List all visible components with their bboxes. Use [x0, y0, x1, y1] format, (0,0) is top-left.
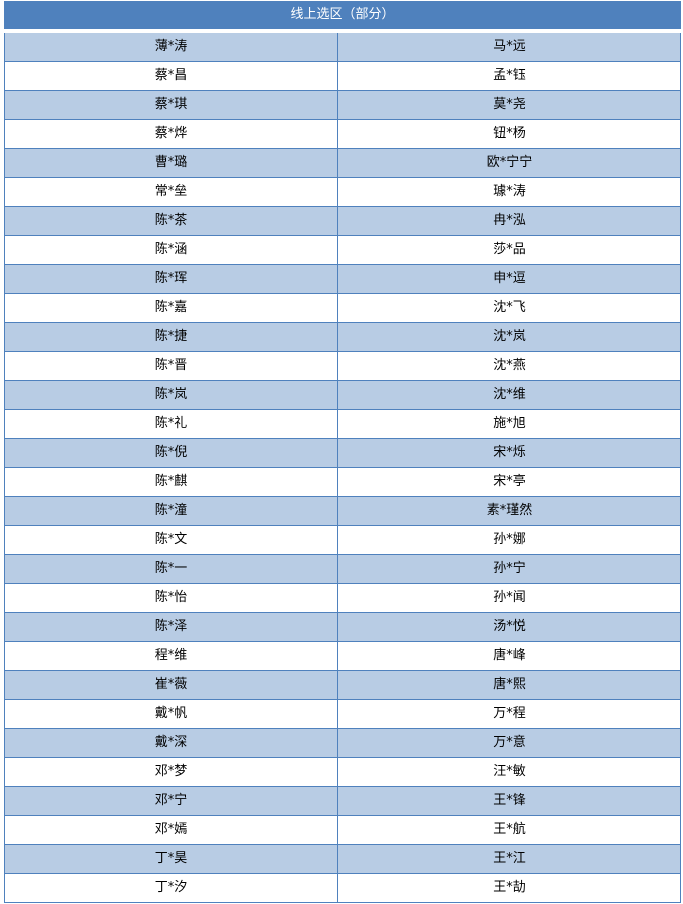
name-cell-left: 曹*璐: [5, 149, 338, 177]
name-cell-left: 陈*嘉: [5, 294, 338, 322]
name-cell-right: 沈*飞: [493, 300, 526, 315]
name-cell-left: 陈*涵: [5, 236, 338, 264]
table-row: 邓*嫣 王*航: [5, 816, 680, 845]
name-cell-right: 万*程: [493, 706, 526, 721]
name-cell-left: 陈*怡: [5, 584, 338, 612]
name-cell-right: 孙*闻: [493, 590, 526, 605]
name-cell-right: 孟*钰: [493, 68, 526, 83]
table-row: 陈*珲 申*逗: [5, 265, 680, 294]
name-cell-right: 汪*敏: [493, 764, 526, 779]
name-cell-left: 常*垒: [5, 178, 338, 206]
table-row: 常*垒 璩*涛: [5, 178, 680, 207]
name-cell-left: 丁*昊: [5, 845, 338, 873]
name-cell-left: 薄*涛: [5, 33, 338, 61]
name-cell-left: 蔡*琪: [5, 91, 338, 119]
table-row: 陈*泽 汤*悦: [5, 613, 680, 642]
table-title: 线上选区（部分）: [4, 1, 681, 29]
name-cell-left: 蔡*昌: [5, 62, 338, 90]
name-cell-left: 陈*泽: [5, 613, 338, 641]
name-cell-left: 陈*文: [5, 526, 338, 554]
table-row: 陈*涵 莎*品: [5, 236, 680, 265]
table-row: 陈*嘉 沈*飞: [5, 294, 680, 323]
table-row: 陈*晋 沈*燕: [5, 352, 680, 381]
name-cell-right: 王*锋: [493, 793, 526, 808]
table-row: 邓*宁 王*锋: [5, 787, 680, 816]
table-row: 蔡*烨 钮*杨: [5, 120, 680, 149]
name-cell-right: 马*远: [493, 39, 526, 54]
name-cell-left: 陈*捷: [5, 323, 338, 351]
table-row: 陈*一 孙*宁: [5, 555, 680, 584]
name-cell-right: 汤*悦: [493, 619, 526, 634]
name-cell-left: 陈*倪: [5, 439, 338, 467]
names-table: 薄*涛 马*远蔡*昌 孟*钰蔡*琪 莫*尧蔡*烨 钮*杨曹*璐 欧*宁宁常*垒 璩*涛陈*茶…: [4, 33, 681, 903]
table-row: 邓*梦 汪*敏: [5, 758, 680, 787]
name-cell-left: 邓*嫣: [5, 816, 338, 844]
table-row: 戴*深 万*意: [5, 729, 680, 758]
name-cell-left: 陈*珲: [5, 265, 338, 293]
table-row: 丁*汐 王*劼: [5, 874, 680, 903]
name-cell-right: 王*江: [493, 851, 526, 866]
name-cell-right: 素*瑾然: [486, 503, 533, 518]
table-row: 陈*岚 沈*维: [5, 381, 680, 410]
name-cell-left: 崔*薇: [5, 671, 338, 699]
table-row: 陈*倪 宋*烁: [5, 439, 680, 468]
name-cell-left: 蔡*烨: [5, 120, 338, 148]
table-row: 程*维 唐*峰: [5, 642, 680, 671]
table-row: 戴*帆 万*程: [5, 700, 680, 729]
table-row: 陈*麒 宋*亭: [5, 468, 680, 497]
table-row: 陈*捷 沈*岚: [5, 323, 680, 352]
table-row: 陈*怡 孙*闻: [5, 584, 680, 613]
table-row: 陈*文 孙*娜: [5, 526, 680, 555]
name-cell-right: 唐*熙: [493, 677, 526, 692]
name-cell-left: 陈*岚: [5, 381, 338, 409]
name-cell-right: 沈*维: [493, 387, 526, 402]
name-cell-right: 钮*杨: [493, 126, 526, 141]
name-cell-left: 陈*潼: [5, 497, 338, 525]
name-cell-right: 宋*亭: [493, 474, 526, 489]
table-row: 陈*潼 素*瑾然: [5, 497, 680, 526]
name-cell-left: 陈*麒: [5, 468, 338, 496]
name-cell-left: 陈*晋: [5, 352, 338, 380]
name-cell-right: 孙*宁: [493, 561, 526, 576]
name-cell-right: 宋*烁: [493, 445, 526, 460]
table-row: 陈*茶 冉*泓: [5, 207, 680, 236]
name-cell-right: 欧*宁宁: [486, 155, 533, 170]
name-cell-right: 沈*岚: [493, 329, 526, 344]
name-cell-right: 莎*品: [493, 242, 526, 257]
name-cell-left: 戴*帆: [5, 700, 338, 728]
name-cell-right: 施*旭: [493, 416, 526, 431]
table-row: 薄*涛 马*远: [5, 33, 680, 62]
name-cell-right: 万*意: [493, 735, 526, 750]
table-row: 崔*薇 唐*熙: [5, 671, 680, 700]
name-cell-right: 申*逗: [493, 271, 526, 286]
name-cell-left: 戴*深: [5, 729, 338, 757]
table-row: 丁*昊 王*江: [5, 845, 680, 874]
name-cell-right: 唐*峰: [493, 648, 526, 663]
table-row: 曹*璐 欧*宁宁: [5, 149, 680, 178]
name-cell-right: 孙*娜: [493, 532, 526, 547]
name-cell-left: 邓*宁: [5, 787, 338, 815]
name-cell-left: 陈*茶: [5, 207, 338, 235]
name-cell-left: 程*维: [5, 642, 338, 670]
table-row: 陈*礼 施*旭: [5, 410, 680, 439]
name-cell-left: 邓*梦: [5, 758, 338, 786]
name-cell-left: 陈*一: [5, 555, 338, 583]
name-cell-right: 沈*燕: [493, 358, 526, 373]
name-cell-right: 王*劼: [493, 880, 526, 895]
name-cell-right: 王*航: [493, 822, 526, 837]
name-cell-right: 璩*涛: [493, 184, 526, 199]
name-cell-right: 莫*尧: [493, 97, 526, 112]
table-row: 蔡*昌 孟*钰: [5, 62, 680, 91]
name-cell-left: 陈*礼: [5, 410, 338, 438]
name-cell-right: 冉*泓: [493, 213, 526, 228]
name-cell-left: 丁*汐: [5, 874, 338, 902]
table-row: 蔡*琪 莫*尧: [5, 91, 680, 120]
